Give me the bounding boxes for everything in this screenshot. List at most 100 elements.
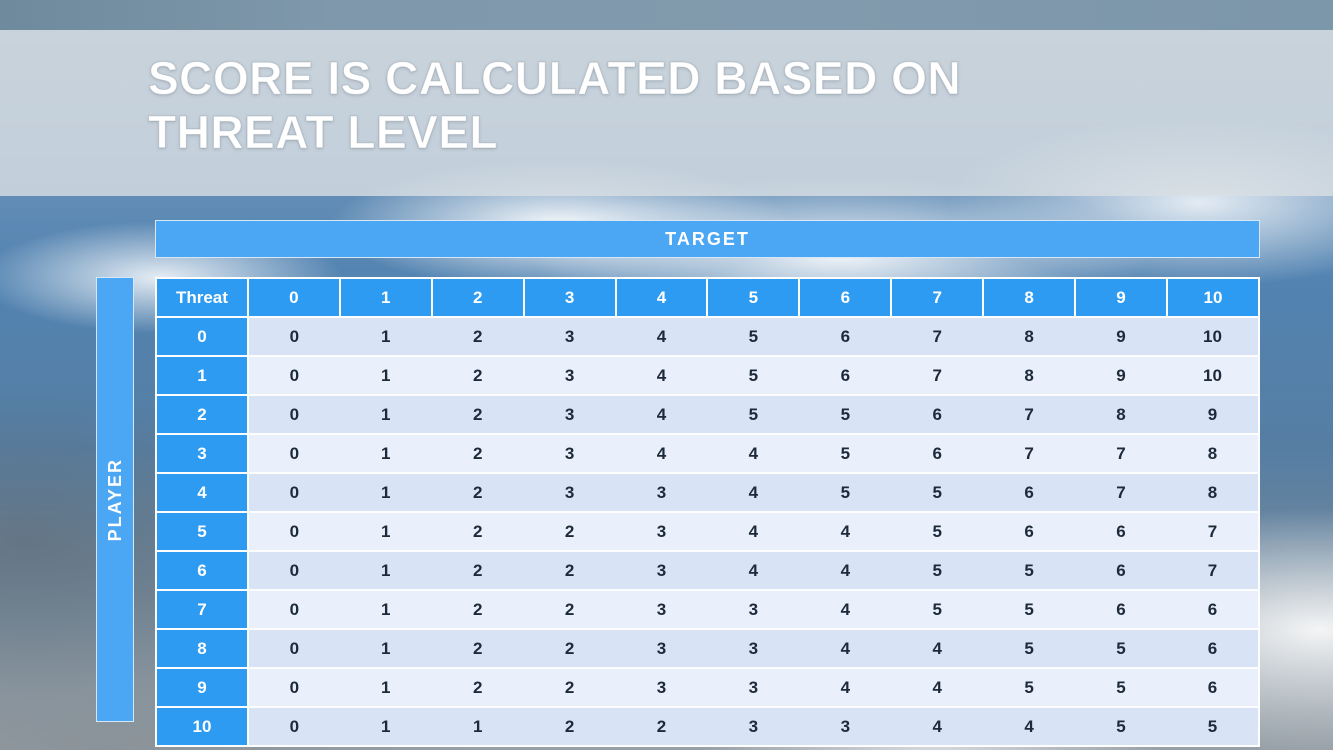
score-cell: 0: [247, 433, 340, 474]
score-cell: 1: [339, 628, 432, 669]
column-header: 5: [706, 277, 801, 318]
row-header: 10: [155, 706, 249, 747]
row-header: 8: [155, 628, 249, 669]
column-header: 0: [246, 277, 341, 318]
score-cell: 2: [615, 706, 708, 747]
score-cell: 7: [891, 355, 984, 396]
top-strip: [0, 0, 1333, 30]
score-cell: 2: [431, 511, 524, 552]
score-cell: 7: [1166, 550, 1259, 591]
score-cell: 5: [983, 667, 1076, 708]
score-cell: 2: [431, 550, 524, 591]
score-cell: 3: [523, 433, 616, 474]
score-cell: 2: [523, 706, 616, 747]
score-row: 10 0 1 1 2 2 3 3 4 4 5 5: [155, 706, 1259, 747]
score-cell: 2: [523, 511, 616, 552]
score-cell: 0: [247, 394, 340, 435]
score-cell: 0: [247, 589, 340, 630]
score-cell: 1: [339, 472, 432, 513]
score-cell: 0: [247, 667, 340, 708]
score-cell: 4: [891, 667, 984, 708]
score-cell: 5: [891, 511, 984, 552]
column-header: 8: [982, 277, 1077, 318]
score-cell: 1: [339, 706, 432, 747]
column-header-row: Threat 0 1 2 3 4 5 6 7 8 9 10: [155, 277, 1261, 318]
column-header: 1: [338, 277, 433, 318]
score-cell: 3: [615, 628, 708, 669]
score-cell: 1: [431, 706, 524, 747]
score-cell: 5: [983, 628, 1076, 669]
title-line-2: THREAT LEVEL: [147, 105, 499, 158]
score-cell: 3: [707, 667, 800, 708]
row-header: 2: [155, 394, 249, 435]
column-header: 10: [1165, 277, 1261, 318]
row-header: 5: [155, 511, 249, 552]
target-axis-text: TARGET: [665, 228, 750, 249]
score-cell: 5: [799, 433, 892, 474]
score-cell: 5: [983, 550, 1076, 591]
score-cell: 1: [339, 433, 432, 474]
score-cell: 4: [799, 511, 892, 552]
score-cell: 5: [1075, 706, 1167, 747]
score-cell: 10: [1166, 355, 1259, 396]
score-cell: 4: [707, 433, 800, 474]
score-cell: 0: [247, 511, 340, 552]
score-cell: 6: [1075, 511, 1167, 552]
score-cell: 5: [1075, 628, 1167, 669]
title-band: SCORE IS CALCULATED BASED ON THREAT LEVEL: [0, 30, 1333, 196]
score-cell: 6: [983, 511, 1076, 552]
score-cell: 1: [339, 355, 432, 396]
score-cell: 0: [247, 316, 340, 357]
score-cell: 6: [891, 394, 984, 435]
score-cell: 6: [1166, 628, 1259, 669]
score-cell: 4: [983, 706, 1076, 747]
score-cell: 3: [707, 628, 800, 669]
column-header: 6: [798, 277, 893, 318]
score-cell: 4: [615, 355, 708, 396]
score-cell: 6: [983, 472, 1076, 513]
score-cell: 3: [799, 706, 892, 747]
score-cell: 2: [431, 433, 524, 474]
score-cell: 1: [339, 667, 432, 708]
score-cell: 9: [1166, 394, 1259, 435]
score-cell: 4: [615, 394, 708, 435]
column-header: 2: [430, 277, 525, 318]
score-cell: 3: [523, 472, 616, 513]
score-cell: 6: [891, 433, 984, 474]
score-cell: 2: [431, 667, 524, 708]
player-axis-text: PLAYER: [104, 457, 125, 542]
score-cell: 4: [707, 511, 800, 552]
score-cell: 1: [339, 316, 432, 357]
row-header: 3: [155, 433, 249, 474]
row-header: 6: [155, 550, 249, 591]
column-header: 9: [1074, 277, 1168, 318]
score-cell: 5: [983, 589, 1076, 630]
score-cell: 2: [431, 355, 524, 396]
score-cell: 4: [799, 550, 892, 591]
score-cell: 3: [615, 667, 708, 708]
score-cell: 4: [891, 706, 984, 747]
score-cell: 6: [1075, 589, 1167, 630]
score-cell: 0: [247, 706, 340, 747]
score-cell: 7: [891, 316, 984, 357]
score-cell: 3: [615, 550, 708, 591]
score-cell: 0: [247, 550, 340, 591]
score-cell: 2: [431, 394, 524, 435]
score-table-body: 0 0 1 2 3 4 5 6 7 8 9 10 1 0 1 2 3 4 5 6 7 8 9 10 2 0 1 2 3 4 5 5 6 7 8 9 3 0…: [155, 316, 1259, 747]
score-cell: 2: [523, 667, 616, 708]
score-cell: 4: [799, 589, 892, 630]
score-cell: 4: [707, 550, 800, 591]
score-cell: 2: [523, 589, 616, 630]
score-cell: 7: [1075, 472, 1167, 513]
score-cell: 5: [1166, 706, 1259, 747]
score-cell: 1: [339, 589, 432, 630]
target-axis-label: TARGET: [155, 220, 1260, 258]
row-header: 9: [155, 667, 249, 708]
score-cell: 3: [615, 511, 708, 552]
score-cell: 6: [799, 316, 892, 357]
score-cell: 3: [707, 706, 800, 747]
score-cell: 0: [247, 628, 340, 669]
